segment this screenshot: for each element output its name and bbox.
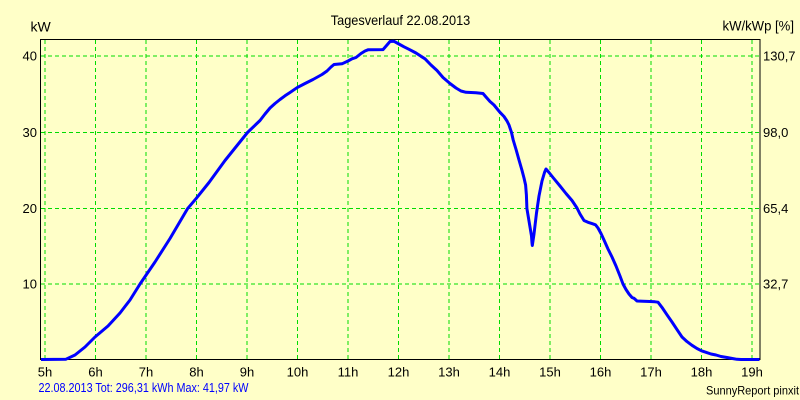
svg-text:10h: 10h: [287, 365, 309, 380]
svg-text:8h: 8h: [189, 365, 203, 380]
svg-text:20: 20: [23, 201, 37, 216]
svg-text:14h: 14h: [489, 365, 511, 380]
svg-text:40: 40: [23, 49, 37, 64]
svg-text:65,4: 65,4: [763, 201, 788, 216]
svg-text:22.08.2013 Tot: 296,31 kWh Max: 22.08.2013 Tot: 296,31 kWh Max: 41,97 kW: [39, 380, 250, 395]
svg-text:kW/kWp [%]: kW/kWp [%]: [723, 18, 795, 34]
svg-text:11h: 11h: [338, 365, 359, 380]
svg-text:7h: 7h: [139, 365, 153, 380]
svg-text:Tagesverlauf 22.08.2013: Tagesverlauf 22.08.2013: [331, 12, 471, 28]
svg-text:12h: 12h: [388, 365, 410, 380]
svg-text:SunnyReport pinxit: SunnyReport pinxit: [706, 384, 800, 398]
svg-text:18h: 18h: [691, 365, 713, 380]
svg-text:32,7: 32,7: [763, 277, 788, 292]
svg-text:19h: 19h: [741, 365, 763, 380]
svg-text:130,7: 130,7: [763, 49, 796, 64]
svg-text:5h: 5h: [38, 365, 52, 380]
svg-text:kW: kW: [31, 19, 52, 35]
svg-text:17h: 17h: [640, 365, 662, 380]
svg-text:9h: 9h: [240, 365, 254, 380]
svg-text:6h: 6h: [88, 365, 102, 380]
svg-text:13h: 13h: [438, 365, 460, 380]
svg-text:10: 10: [23, 277, 37, 292]
svg-text:15h: 15h: [539, 365, 561, 380]
svg-text:16h: 16h: [590, 365, 612, 380]
svg-text:30: 30: [23, 125, 37, 140]
svg-text:98,0: 98,0: [763, 125, 788, 140]
